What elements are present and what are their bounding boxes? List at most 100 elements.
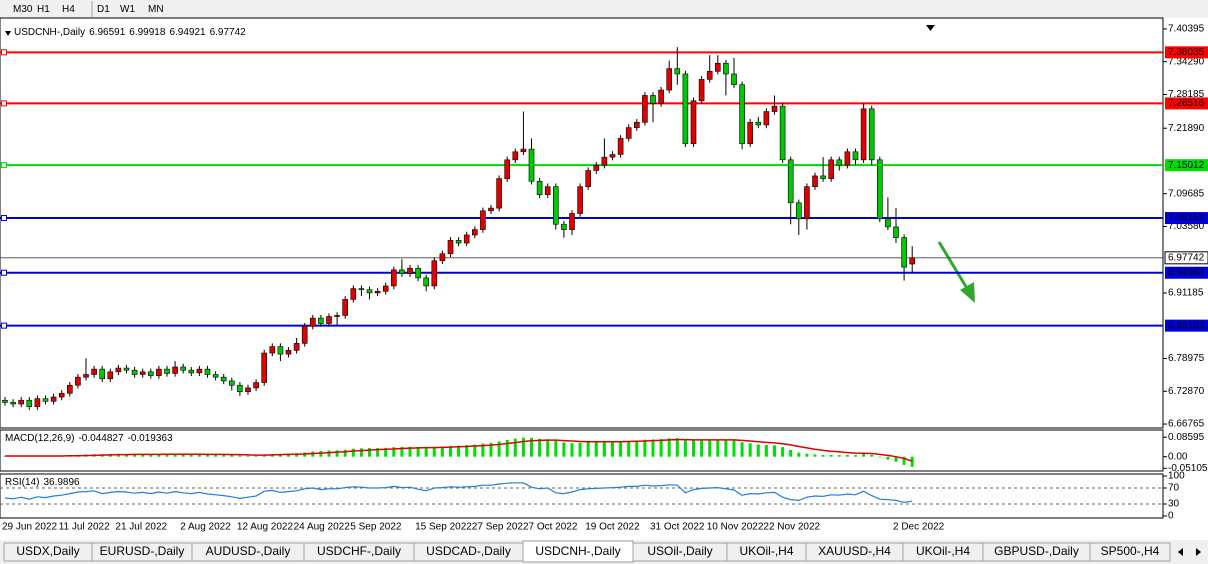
candle-body bbox=[682, 73, 689, 145]
x-tick-label: 22 Nov 2022 bbox=[763, 522, 820, 533]
candle-body bbox=[423, 277, 430, 287]
macd-bar bbox=[392, 447, 396, 457]
candle-body bbox=[2, 399, 8, 403]
macd-bar bbox=[141, 454, 145, 457]
macd-bar bbox=[651, 439, 655, 457]
macd-bar bbox=[440, 446, 444, 457]
candle-body bbox=[431, 260, 438, 287]
tab-background[interactable] bbox=[1089, 542, 1171, 562]
macd-bar bbox=[335, 450, 339, 457]
candle-body bbox=[455, 240, 462, 244]
candle-body bbox=[601, 156, 608, 166]
level-price-label: 7.05152 bbox=[1168, 213, 1205, 224]
candle-body bbox=[374, 291, 381, 294]
rsi-value: 36.9896 bbox=[43, 477, 80, 488]
candle-body bbox=[876, 159, 883, 220]
candle-body bbox=[334, 315, 340, 317]
tab-label[interactable]: USDCNH-,Daily bbox=[535, 544, 620, 558]
symbol-tab[interactable]: USDCNH-,Daily bbox=[522, 540, 634, 563]
current-price-label: 6.97742 bbox=[1168, 252, 1205, 263]
timeframe-label[interactable]: M30 bbox=[13, 4, 33, 15]
tab-scroll-left[interactable] bbox=[1178, 548, 1183, 556]
candle-body bbox=[852, 151, 859, 161]
macd-bar bbox=[222, 454, 226, 457]
symbol-tab[interactable]: AUDUSD-,Daily bbox=[191, 542, 305, 562]
tab-scroll-right[interactable] bbox=[1196, 548, 1201, 556]
timeframe-label[interactable]: D1 bbox=[97, 4, 110, 15]
indicator-header: MACD(12,26,9) -0.044827 -0.019363 bbox=[5, 433, 173, 444]
x-tick-label: 5 Sep 2022 bbox=[350, 522, 402, 533]
symbol-tab[interactable]: USDX,Daily bbox=[3, 542, 93, 562]
macd-bar bbox=[732, 440, 736, 457]
timeframe-label[interactable]: MN bbox=[148, 4, 164, 15]
macd-bar bbox=[756, 444, 760, 457]
symbol-tab[interactable]: UKOil-,H4 bbox=[726, 542, 807, 562]
timeframe-label[interactable]: W1 bbox=[120, 4, 135, 15]
macd-bar bbox=[602, 441, 606, 457]
candle-body bbox=[868, 108, 875, 161]
symbol-tab[interactable]: SP500-,H4 bbox=[1089, 542, 1171, 562]
rsi-panel bbox=[0, 473, 1164, 519]
candle-body bbox=[860, 108, 867, 161]
symbol-tab[interactable]: USDCAD-,Daily bbox=[413, 542, 524, 562]
tab-label[interactable]: GBPUSD-,Daily bbox=[994, 544, 1079, 558]
tab-label[interactable]: USOil-,Daily bbox=[647, 544, 712, 558]
x-tick-label: 2 Aug 2022 bbox=[180, 522, 231, 533]
candle-body bbox=[172, 366, 178, 374]
level-handle bbox=[1, 269, 7, 276]
macd-bar bbox=[206, 454, 209, 457]
symbol-tab[interactable]: GBPUSD-,Daily bbox=[982, 542, 1091, 562]
level-handle bbox=[1, 100, 7, 107]
macd-bar bbox=[611, 441, 614, 457]
candle-body bbox=[755, 121, 762, 126]
macd-bar bbox=[554, 440, 558, 457]
macd-bar bbox=[246, 455, 250, 457]
candle-body bbox=[26, 399, 33, 407]
macd-bar bbox=[708, 439, 712, 457]
tab-label[interactable]: UKOil-,H4 bbox=[739, 544, 793, 558]
tab-label[interactable]: UKOil-,H4 bbox=[916, 544, 970, 558]
candle-body bbox=[358, 288, 365, 291]
candle-body bbox=[269, 346, 276, 354]
tab-label[interactable]: EURUSD-,Daily bbox=[100, 544, 185, 558]
y-tick-label: 7.21890 bbox=[1168, 123, 1205, 134]
symbol-tab[interactable]: EURUSD-,Daily bbox=[91, 542, 193, 562]
symbol-tab[interactable]: UKOil-,H4 bbox=[902, 542, 984, 562]
y-tick-label: 6.91185 bbox=[1168, 288, 1204, 299]
candle-body bbox=[42, 398, 49, 402]
candle-body bbox=[577, 186, 583, 214]
tab-label[interactable]: USDX,Daily bbox=[16, 544, 79, 558]
macd-bar bbox=[424, 447, 428, 457]
candle-body bbox=[642, 95, 648, 123]
macd-bar bbox=[902, 456, 906, 465]
symbol-tab[interactable]: XAUUSD-,H4 bbox=[805, 542, 904, 562]
macd-bar bbox=[805, 453, 809, 457]
y-tick-label: 7.28185 bbox=[1168, 89, 1205, 100]
tab-label[interactable]: XAUUSD-,H4 bbox=[818, 544, 891, 558]
tab-label[interactable]: AUDUSD-,Daily bbox=[206, 544, 291, 558]
candle-body bbox=[731, 73, 737, 86]
macd-bar bbox=[627, 440, 631, 457]
candle-body bbox=[585, 170, 592, 187]
timeframe-label[interactable]: H4 bbox=[62, 4, 75, 15]
candle-body bbox=[512, 151, 519, 161]
tab-label[interactable]: SP500-,H4 bbox=[1101, 544, 1160, 558]
macd-bar bbox=[254, 455, 258, 457]
macd-bar bbox=[400, 446, 404, 457]
level-price-box bbox=[1165, 159, 1208, 172]
macd-bar bbox=[465, 445, 469, 457]
candle-body bbox=[520, 148, 527, 153]
timeframe-label[interactable]: H1 bbox=[37, 4, 50, 15]
level-price-label: 7.15012 bbox=[1168, 160, 1205, 171]
macd-bar bbox=[594, 442, 598, 457]
level-price-label: 7.36035 bbox=[1168, 47, 1205, 58]
tab-label[interactable]: USDCAD-,Daily bbox=[426, 544, 511, 558]
macd-bar bbox=[683, 440, 687, 457]
x-tick-label: 12 Aug 2022 bbox=[237, 522, 294, 533]
candle-body bbox=[407, 267, 413, 274]
candle-body bbox=[301, 325, 308, 344]
macd-bar bbox=[295, 453, 299, 457]
symbol-tab[interactable]: USDCHF-,Daily bbox=[303, 542, 415, 562]
tab-label[interactable]: USDCHF-,Daily bbox=[317, 544, 401, 558]
symbol-tab[interactable]: USOil-,Daily bbox=[632, 542, 728, 562]
